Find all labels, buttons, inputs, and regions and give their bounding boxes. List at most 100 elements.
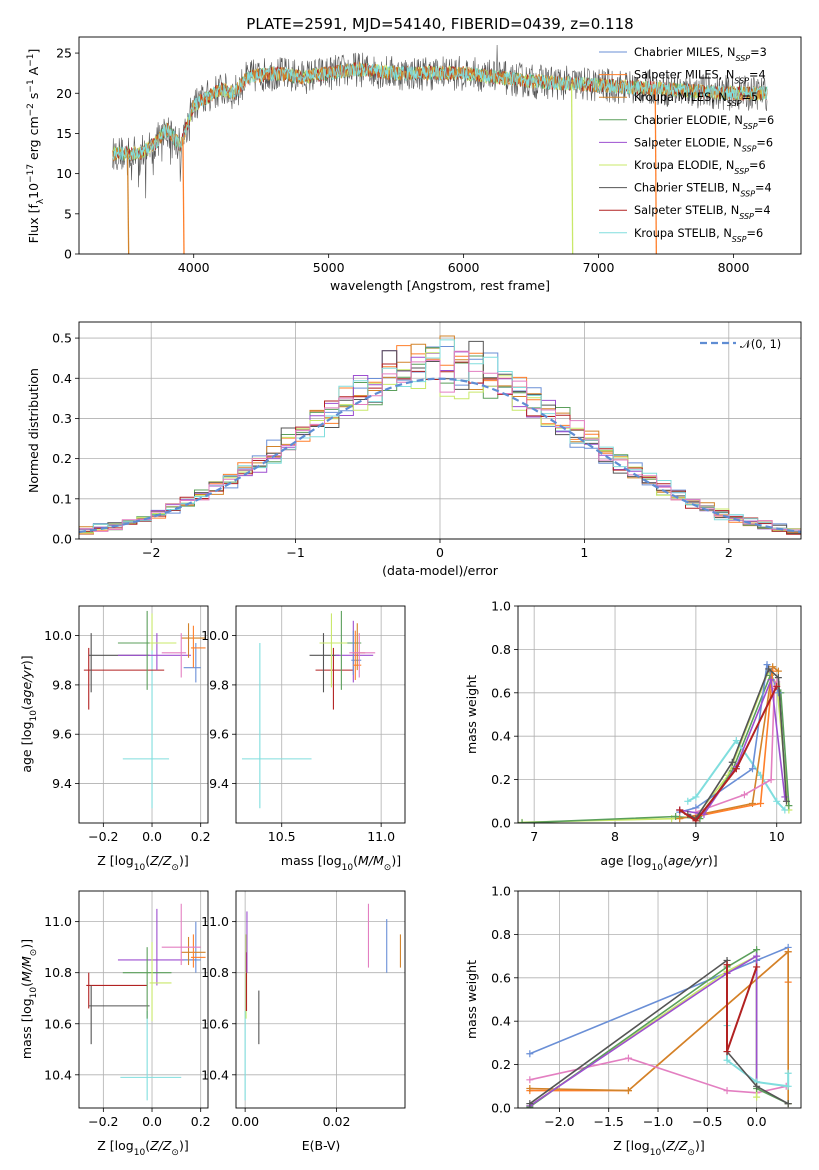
weight-line bbox=[687, 667, 788, 820]
x-axis-label: (data-model)/error bbox=[382, 563, 499, 578]
axes-age-vs-Z: −0.2 0.0 0.2 9.4 9.6 9.8 10.0 bbox=[44, 605, 211, 844]
axis-frame bbox=[78, 605, 209, 824]
plot-area bbox=[86, 903, 206, 1101]
weight-marker bbox=[763, 661, 771, 669]
y-tick-label: 10.4 bbox=[201, 1067, 229, 1082]
y-tick-label: 9.8 bbox=[209, 677, 229, 692]
spectrum-line bbox=[112, 62, 768, 161]
figure-title: PLATE=2591, MJD=54140, FIBERID=0439, z=0… bbox=[246, 15, 633, 33]
axes-spectrum: 4000 5000 6000 7000 8000 0 5 10 15 20 25 wavelength… bbox=[26, 36, 802, 293]
weight-marker bbox=[767, 676, 775, 684]
y-tick-label: 0 bbox=[64, 247, 72, 262]
spectrum-drop bbox=[570, 83, 574, 254]
weight-marker bbox=[753, 1082, 761, 1090]
x-tick-label: 10.5 bbox=[268, 829, 296, 844]
x-tick-label: 0.2 bbox=[191, 1114, 211, 1129]
weight-marker bbox=[753, 946, 761, 954]
y-tick-label: 0.1 bbox=[52, 491, 72, 506]
spectrum-drop bbox=[126, 153, 130, 254]
y-tick-label: 10.6 bbox=[44, 1016, 72, 1031]
legend-entry: Chabrier STELIB, NSSP=4 bbox=[634, 182, 772, 199]
weight-marker bbox=[781, 806, 789, 814]
y-tick-label: 0.0 bbox=[52, 532, 72, 547]
spectrum-drop bbox=[654, 88, 657, 254]
gridlines bbox=[518, 890, 801, 1109]
axis-frame bbox=[517, 605, 802, 824]
legend-entry: Kroupa STELIB, NSSP=6 bbox=[634, 227, 763, 244]
legend-entry: Salpeter MILES, NSSP=4 bbox=[634, 69, 766, 86]
axes-mass-vs-Z: −0.2 0.0 0.2 10.4 10.6 10.8 11.0 bbox=[44, 890, 211, 1129]
y-tick-label: 10.6 bbox=[201, 1016, 229, 1031]
weight-marker bbox=[748, 765, 756, 773]
weight-marker bbox=[526, 1084, 534, 1092]
axes-residuals: −2 −1 0 1 2 0.0 0.1 0.2 0.3 0.4 0.5 (data-model)/er… bbox=[26, 321, 802, 578]
x-tick-label: 0.00 bbox=[231, 1114, 259, 1129]
y-tick-label: 0.4 bbox=[52, 371, 72, 386]
axis-frame bbox=[78, 890, 209, 1109]
x-axis-label: mass [log10(M/M⊙)] bbox=[281, 853, 401, 873]
y-tick-label: 0.2 bbox=[491, 772, 511, 787]
x-tick-label: 4000 bbox=[178, 260, 210, 275]
y-tick-label: 20 bbox=[56, 86, 72, 101]
x-tick-label: 7 bbox=[530, 829, 538, 844]
axis-frame bbox=[235, 605, 406, 824]
weight-marker bbox=[526, 1050, 534, 1058]
y-axis-label: mass weight bbox=[464, 675, 479, 754]
weight-marker bbox=[723, 961, 731, 969]
y-axis-label: age [log10(age/yr)] bbox=[19, 655, 39, 772]
x-tick-label: 0.0 bbox=[747, 1114, 767, 1129]
axes-mass-vs-EBV: 0.00 0.02 10.4 10.6 10.8 11.0 bbox=[201, 890, 406, 1129]
weight-marker bbox=[765, 665, 773, 673]
weight-marker bbox=[723, 1056, 731, 1064]
weight-marker bbox=[672, 812, 680, 820]
y-tick-label: 1.0 bbox=[491, 884, 511, 899]
y-tick-label: 0.8 bbox=[491, 927, 511, 942]
weight-marker bbox=[767, 776, 775, 784]
y-tick-label: 0.0 bbox=[491, 1101, 511, 1116]
x-tick-label: 8 bbox=[611, 829, 619, 844]
gridlines bbox=[236, 606, 405, 823]
weight-marker bbox=[782, 797, 790, 805]
y-tick-label: 9.8 bbox=[52, 677, 72, 692]
weight-marker bbox=[781, 793, 789, 801]
plot-area bbox=[526, 943, 792, 1108]
y-axis-label: mass weight bbox=[464, 960, 479, 1039]
y-tick-label: 10.0 bbox=[44, 628, 72, 643]
legend-entry: Salpeter STELIB, NSSP=4 bbox=[634, 204, 771, 221]
weight-line bbox=[726, 1025, 790, 1088]
weight-line bbox=[529, 950, 790, 1104]
y-tick-label: 15 bbox=[56, 126, 72, 141]
spectrum-legend: Chabrier MILES, NSSP=3 Salpeter MILES, NS… bbox=[599, 46, 774, 243]
weight-line bbox=[687, 738, 786, 811]
weight-marker bbox=[723, 1087, 731, 1095]
legend-entry: Chabrier MILES, NSSP=3 bbox=[634, 46, 767, 63]
weight-marker bbox=[732, 737, 740, 745]
y-tick-label: 9.4 bbox=[52, 776, 72, 791]
legend-entry: Kroupa ELODIE, NSSP=6 bbox=[634, 159, 766, 176]
weight-marker bbox=[723, 1048, 731, 1056]
y-axis-label: Flux [fλ10−17 erg cm−2 s−1 A−1] bbox=[26, 49, 46, 244]
axis-frame bbox=[517, 890, 802, 1109]
y-tick-label: 5 bbox=[64, 206, 72, 221]
y-tick-label: 9.4 bbox=[209, 776, 229, 791]
y-tick-label: 10.0 bbox=[201, 628, 229, 643]
plot-area bbox=[112, 44, 768, 254]
plot-area bbox=[83, 610, 206, 809]
residual-histogram bbox=[79, 350, 801, 535]
spectrum-drop bbox=[182, 137, 185, 254]
gridlines bbox=[79, 891, 208, 1108]
weight-marker bbox=[753, 1093, 761, 1101]
x-tick-label: −2 bbox=[142, 545, 160, 560]
weight-marker bbox=[784, 1100, 792, 1108]
weight-line bbox=[695, 681, 778, 813]
legend-entry: Salpeter ELODIE, NSSP=6 bbox=[634, 136, 773, 153]
y-tick-label: 10.8 bbox=[201, 965, 229, 980]
plot-area bbox=[79, 335, 801, 535]
x-tick-label: −1.5 bbox=[594, 1114, 624, 1129]
y-tick-label: 25 bbox=[56, 46, 72, 61]
y-tick-label: 11.0 bbox=[44, 914, 72, 929]
x-tick-label: 10 bbox=[769, 829, 785, 844]
y-tick-label: 0.3 bbox=[52, 411, 72, 426]
weight-line bbox=[521, 669, 790, 823]
